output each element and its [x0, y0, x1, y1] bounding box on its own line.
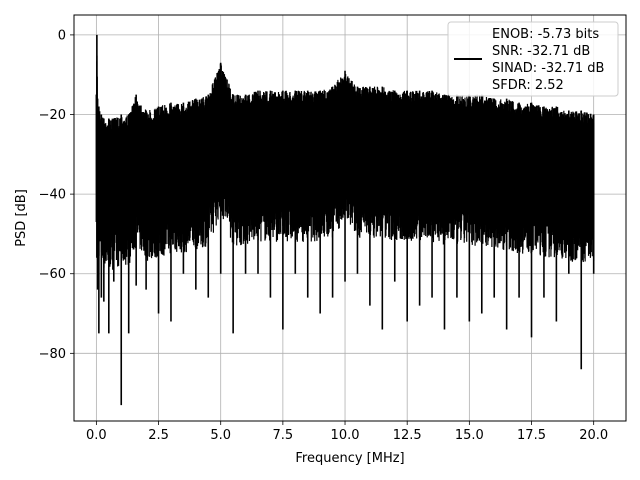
y-tick-label: −40 — [39, 188, 66, 203]
legend-entry-sinad: SINAD: -32.71 dB — [492, 61, 604, 76]
legend-box — [447, 21, 619, 97]
y-tick-label: −60 — [39, 267, 66, 282]
x-tick-label: 15.0 — [455, 428, 484, 443]
x-tick-label: 20.0 — [579, 428, 608, 443]
axes-frame — [73, 14, 627, 422]
x-tick-label: 0.0 — [86, 428, 107, 443]
x-tick-label: 17.5 — [517, 428, 546, 443]
legend-entry-sfdr: SFDR: 2.52 — [492, 78, 564, 93]
y-tick-label: −20 — [39, 108, 66, 123]
legend: ENOB: -5.73 bits SNR: -32.71 dB SINAD: -… — [447, 21, 619, 97]
x-tick-label: 2.5 — [148, 428, 169, 443]
plot-data — [95, 34, 595, 406]
axis-ticks: 0.0 2.5 5.0 7.5 10.0 12.5 15.0 17.5 20.0 0 −20 −40 −… — [39, 28, 609, 443]
legend-entry-enob: ENOB: -5.73 bits — [492, 27, 599, 42]
y-tick-label: 0 — [58, 28, 66, 43]
x-tick-label: 10.0 — [331, 428, 360, 443]
x-tick-label: 7.5 — [273, 428, 294, 443]
y-tick-label: −80 — [39, 347, 66, 362]
x-tick-label: 12.5 — [393, 428, 422, 443]
legend-entry-snr: SNR: -32.71 dB — [492, 44, 590, 59]
x-axis-label: Frequency [MHz] — [295, 451, 404, 466]
x-tick-label: 5.0 — [210, 428, 231, 443]
y-axis-label: PSD [dB] — [14, 189, 29, 247]
